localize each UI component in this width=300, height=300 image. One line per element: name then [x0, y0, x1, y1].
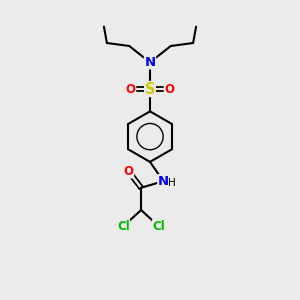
Text: O: O [126, 82, 136, 96]
Text: S: S [145, 82, 155, 97]
Text: O: O [124, 165, 134, 178]
Text: Cl: Cl [117, 220, 130, 233]
Text: H: H [168, 178, 176, 188]
Text: N: N [144, 56, 156, 69]
Text: Cl: Cl [152, 220, 165, 233]
Text: O: O [164, 82, 174, 96]
Text: N: N [158, 175, 169, 188]
